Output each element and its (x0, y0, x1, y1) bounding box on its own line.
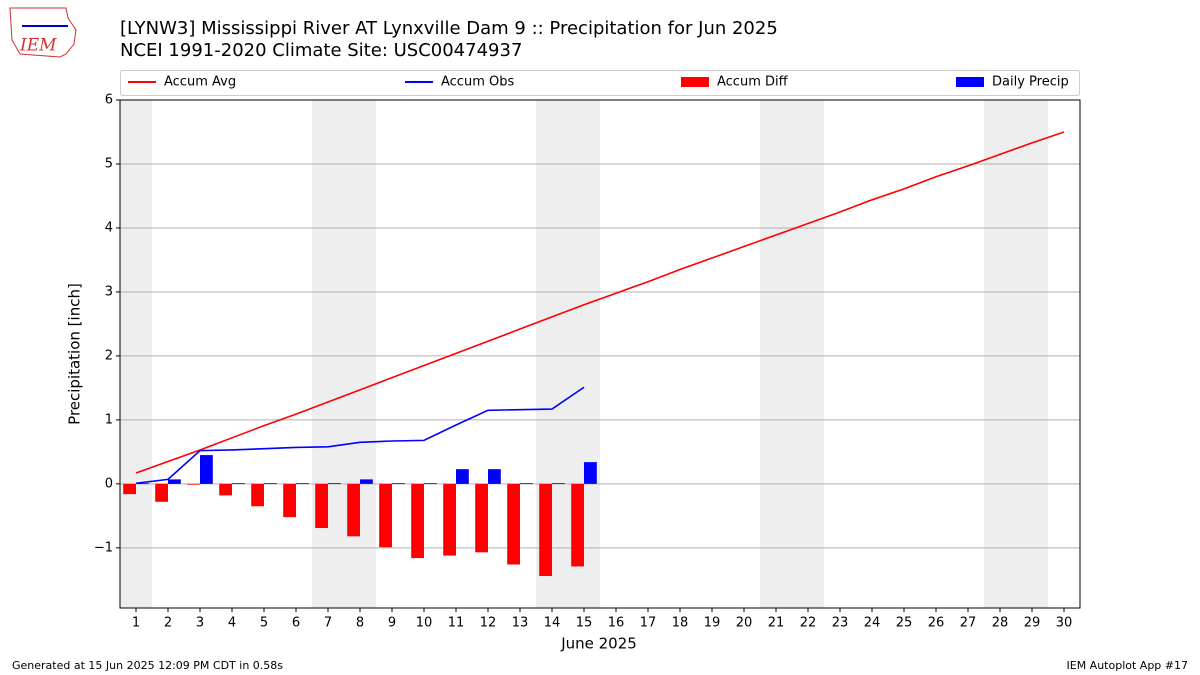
footer-right: IEM Autoplot App #17 (1067, 659, 1189, 672)
x-tick-label: 19 (704, 616, 721, 631)
bar (200, 455, 213, 484)
x-tick-label: 3 (196, 616, 204, 631)
legend-label: Accum Avg (164, 75, 236, 90)
x-tick-label: 23 (832, 616, 849, 631)
logo-outline (9, 7, 77, 58)
bar (123, 483, 136, 495)
x-tick-label: 20 (736, 616, 753, 631)
bar (136, 483, 149, 485)
x-tick-label: 30 (1056, 616, 1073, 631)
bar (411, 483, 424, 559)
weekend-shade (792, 100, 824, 608)
bar (328, 483, 341, 485)
y-tick-label: 0 (105, 476, 113, 491)
legend-label: Daily Precip (992, 75, 1069, 90)
x-tick-label: 13 (512, 616, 529, 631)
bar (155, 483, 168, 502)
bar (584, 462, 597, 484)
chart-title: [LYNW3] Mississippi River AT Lynxville D… (120, 18, 778, 39)
x-tick-label: 8 (356, 616, 364, 631)
weekend-shade (760, 100, 792, 608)
y-tick-label: −1 (94, 540, 113, 555)
bar (475, 483, 488, 553)
bar (187, 483, 200, 485)
bar (232, 483, 245, 485)
bar (443, 483, 456, 556)
bar (571, 483, 584, 567)
legend-swatch (956, 77, 984, 87)
plot-frame (119, 99, 1081, 609)
logo-text: IEM (19, 36, 57, 56)
weekend-shade (120, 100, 152, 608)
x-tick-label: 12 (480, 616, 497, 631)
bar (315, 483, 328, 529)
x-tick-label: 5 (260, 616, 268, 631)
legend-label: Accum Obs (441, 75, 514, 90)
line (135, 386, 585, 485)
x-tick-label: 6 (292, 616, 300, 631)
bar (296, 483, 309, 485)
y-tick-label: 6 (105, 93, 113, 108)
logo: IEM (9, 7, 77, 58)
x-tick-label: 16 (608, 616, 625, 631)
line (135, 131, 1065, 474)
legend-swatch (681, 77, 709, 87)
bar (379, 483, 392, 548)
bar (283, 483, 296, 518)
bar (251, 483, 264, 507)
x-tick-label: 9 (388, 616, 396, 631)
x-tick-label: 2 (164, 616, 172, 631)
y-axis-label: Precipitation [inch] (66, 283, 84, 425)
bar (392, 483, 405, 485)
x-tick-label: 24 (864, 616, 881, 631)
x-tick-label: 27 (960, 616, 977, 631)
bar (219, 483, 232, 496)
y-tick-label: 1 (105, 412, 113, 427)
x-tick-label: 11 (448, 616, 465, 631)
y-tick-label: 4 (105, 220, 113, 235)
bar (552, 483, 565, 485)
x-tick-label: 17 (640, 616, 657, 631)
chart-subtitle: NCEI 1991-2020 Climate Site: USC00474937 (120, 40, 522, 61)
x-tick-label: 7 (324, 616, 332, 631)
y-tick-label: 5 (105, 156, 113, 171)
bar (264, 483, 277, 485)
x-tick-label: 25 (896, 616, 913, 631)
x-tick-label: 26 (928, 616, 945, 631)
bar (347, 483, 360, 537)
bar (507, 483, 520, 565)
x-tick-label: 18 (672, 616, 689, 631)
x-tick-label: 15 (576, 616, 593, 631)
x-tick-label: 22 (800, 616, 817, 631)
x-tick-label: 10 (416, 616, 433, 631)
weekend-shade (984, 100, 1016, 608)
y-tick-label: 3 (105, 284, 113, 299)
footer-left: Generated at 15 Jun 2025 12:09 PM CDT in… (12, 659, 283, 672)
bar (520, 483, 533, 485)
legend-box (120, 70, 1080, 96)
x-tick-label: 14 (544, 616, 561, 631)
bar (168, 479, 181, 484)
x-tick-label: 21 (768, 616, 785, 631)
weekend-shade (312, 100, 344, 608)
bar (456, 469, 469, 484)
bar (539, 483, 552, 577)
bar (424, 483, 437, 485)
legend-label: Accum Diff (717, 75, 789, 90)
y-tick-label: 2 (105, 348, 113, 363)
x-tick-label: 1 (132, 616, 140, 631)
bar (488, 469, 501, 484)
x-tick-label: 4 (228, 616, 236, 631)
x-tick-label: 29 (1024, 616, 1041, 631)
bar (360, 479, 373, 484)
weekend-shade (1016, 100, 1048, 608)
x-tick-label: 28 (992, 616, 1009, 631)
x-axis-label: June 2025 (560, 635, 637, 653)
